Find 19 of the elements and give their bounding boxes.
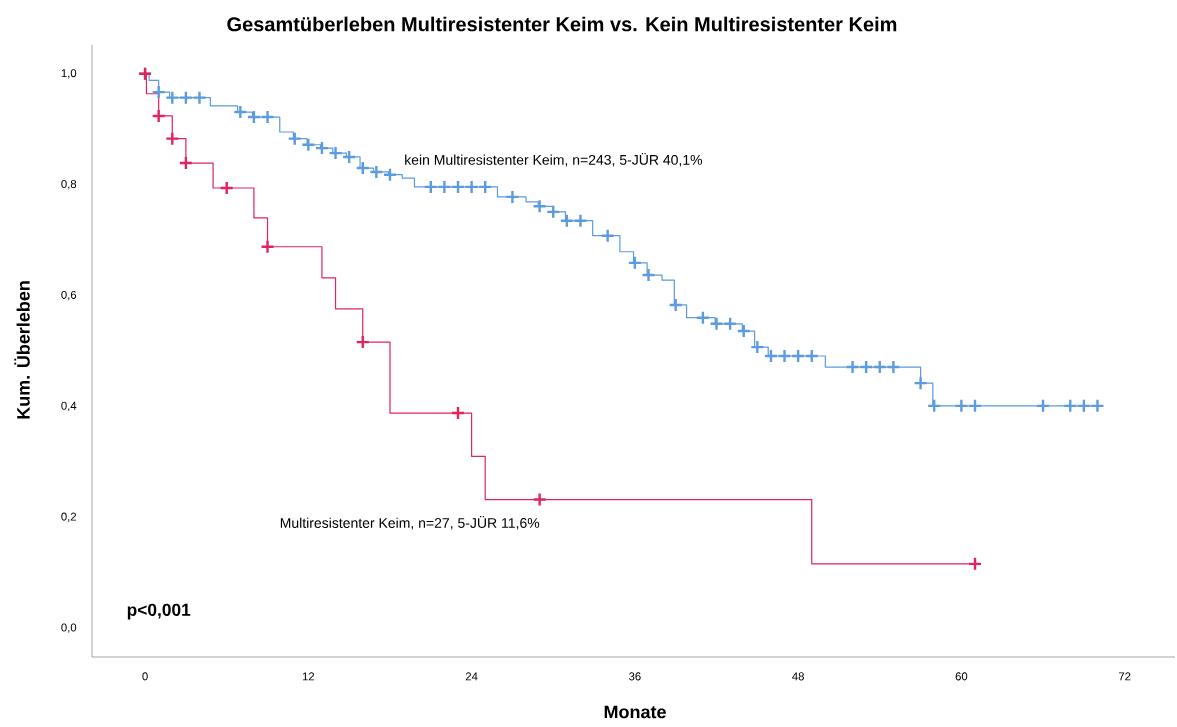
y-tick-label: 0,0 [61,623,77,633]
series-label: Multiresistenter Keim, n=27, 5-JÜR 11,6% [280,516,540,530]
y-axis-title: Kum. Überleben [14,281,30,419]
x-tick-label: 48 [792,672,804,681]
x-tick-label: 12 [302,672,315,681]
chart-title: Gesamtüberleben Multiresistenter Keim vs. Kein Multiresistenter Keim [227,16,897,32]
x-tick-label: 36 [629,672,641,681]
y-tick-label: 0,8 [61,180,77,190]
x-tick-label: 60 [955,672,968,681]
x-axis-title: Monate [604,705,666,719]
annotation: p<0,001 [127,603,191,620]
x-tick-label: 0 [142,672,148,681]
x-tick-label: 72 [1118,672,1131,681]
y-tick-label: 0,6 [61,290,77,301]
series-label: kein Multiresistenter Keim, n=243, 5-JÜR 40,1% [405,152,703,167]
y-tick-label: 0,4 [61,401,77,412]
y-tick-label: 0,2 [61,512,77,522]
y-tick-label: 1,0 [61,69,77,79]
x-tick-label: 24 [465,672,478,681]
